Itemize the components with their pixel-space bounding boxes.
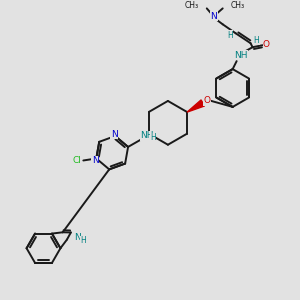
Text: H: H — [80, 236, 86, 245]
Text: O: O — [203, 96, 210, 105]
Text: NH: NH — [140, 131, 154, 140]
Text: H: H — [227, 31, 233, 40]
Text: CH₃: CH₃ — [231, 1, 245, 10]
Text: N: N — [111, 130, 118, 139]
Text: NH: NH — [234, 51, 247, 60]
Polygon shape — [187, 100, 205, 112]
Text: Cl: Cl — [73, 156, 82, 165]
Text: H: H — [254, 36, 260, 45]
Text: N: N — [210, 12, 217, 21]
Text: CH₃: CH₃ — [185, 1, 199, 10]
Text: N: N — [74, 233, 81, 242]
Text: N: N — [92, 156, 99, 165]
Text: H: H — [150, 134, 156, 142]
Text: O: O — [263, 40, 270, 49]
